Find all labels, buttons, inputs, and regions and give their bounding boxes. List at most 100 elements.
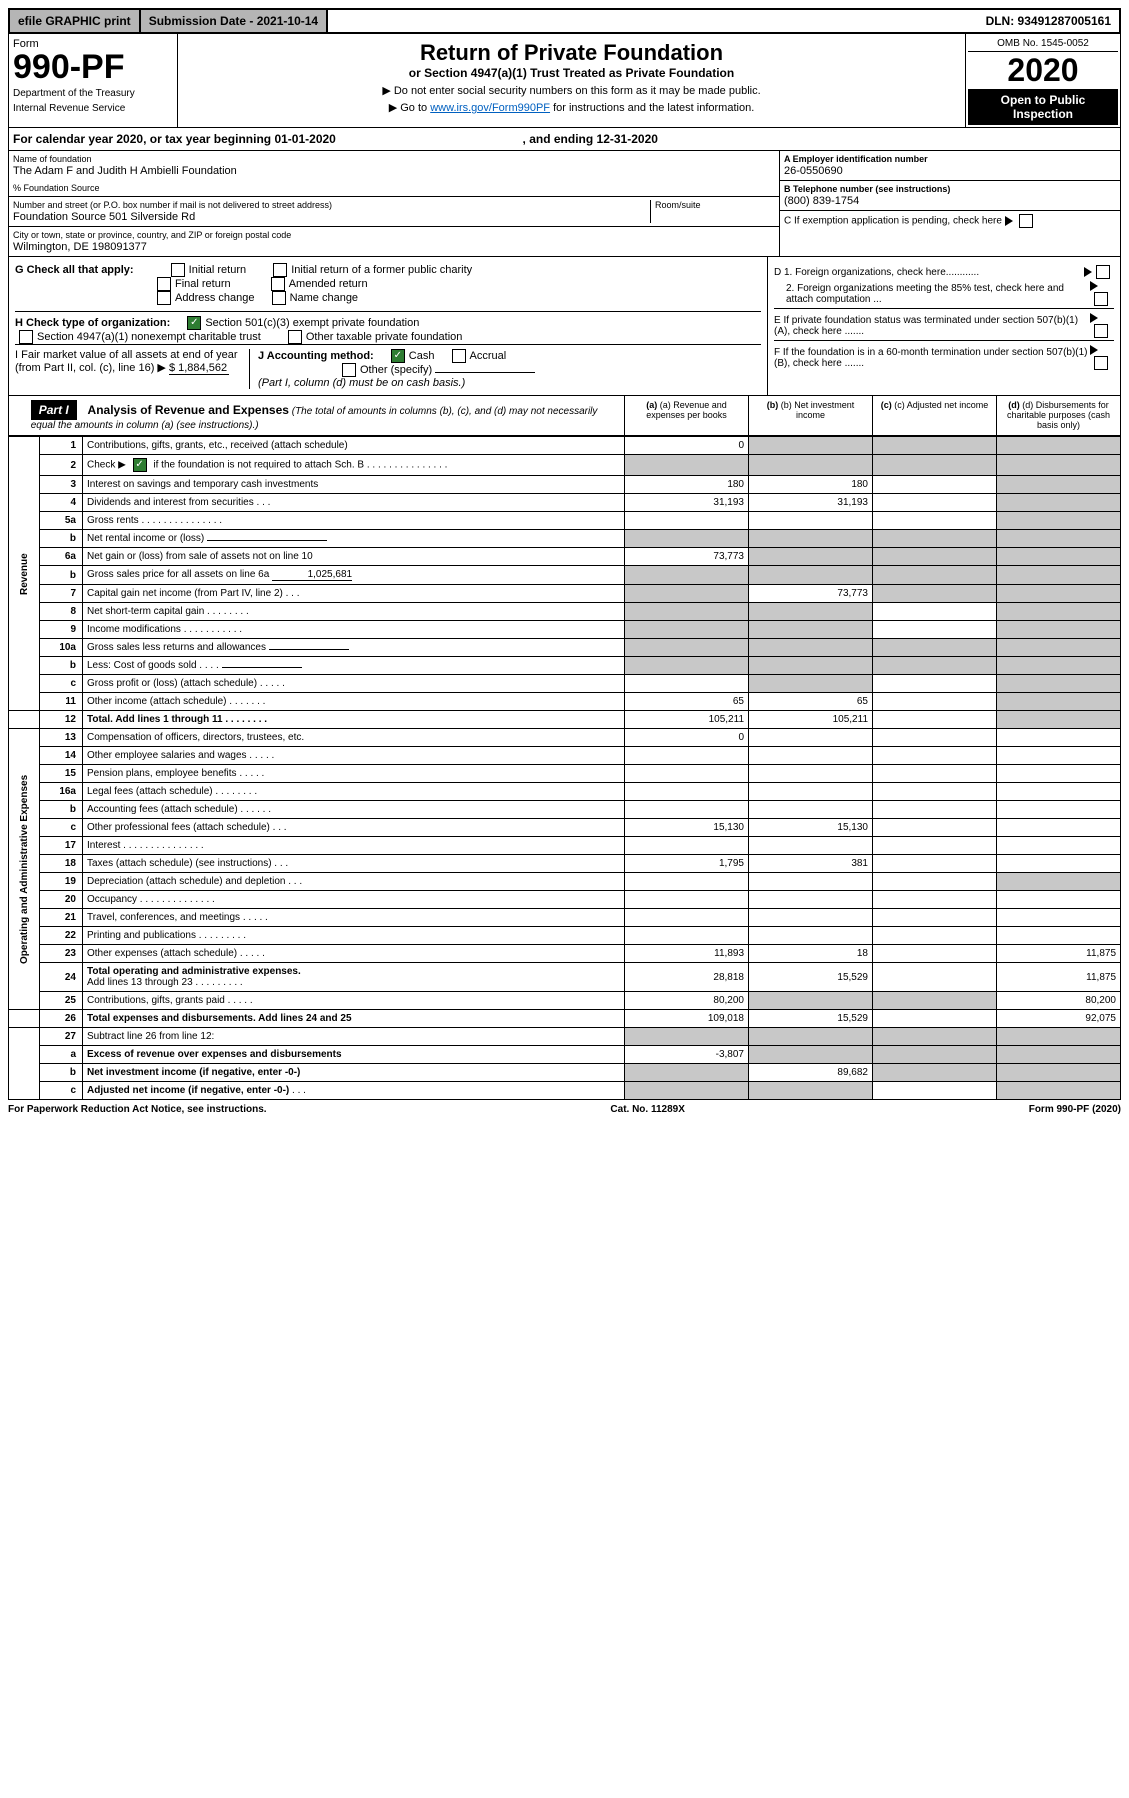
row-9: Income modifications — [87, 624, 181, 635]
h-label: H Check type of organization: — [15, 317, 170, 329]
r4-b: 31,193 — [749, 494, 873, 512]
city-state-zip: Wilmington, DE 198091377 — [13, 241, 775, 253]
row-16c: Other professional fees (attach schedule… — [87, 822, 270, 833]
r24-b: 15,529 — [749, 963, 873, 992]
row-10c: Gross profit or (loss) (attach schedule) — [87, 678, 257, 689]
g-name: Name change — [290, 292, 359, 304]
row-10a: Gross sales less returns and allowances — [87, 642, 266, 653]
row-5b: Net rental income or (loss) — [87, 533, 204, 544]
footer-left: For Paperwork Reduction Act Notice, see … — [8, 1104, 267, 1115]
h-501c3: Section 501(c)(3) exempt private foundat… — [205, 317, 419, 329]
d2-label: 2. Foreign organizations meeting the 85%… — [774, 283, 1090, 305]
efile-print-button[interactable]: efile GRAPHIC print — [10, 10, 141, 32]
r6b-val: 1,025,681 — [272, 569, 352, 581]
d2-checkbox[interactable] — [1094, 292, 1108, 306]
r23-d: 11,875 — [997, 945, 1121, 963]
part1-label: Part I — [31, 400, 77, 420]
h-other-checkbox[interactable] — [288, 330, 302, 344]
g-former-checkbox[interactable] — [273, 263, 287, 277]
row-26: Total expenses and disbursements. Add li… — [83, 1010, 625, 1028]
g-final-checkbox[interactable] — [157, 277, 171, 291]
foundation-info: Name of foundation The Adam F and Judith… — [8, 151, 1121, 257]
r11-b: 65 — [749, 693, 873, 711]
cal-begin: 01-01-2020 — [274, 132, 335, 146]
c-checkbox[interactable] — [1019, 214, 1033, 228]
j-cash-checkbox[interactable] — [391, 349, 405, 363]
row-27c: Adjusted net income (if negative, enter … — [87, 1085, 289, 1096]
row-19: Depreciation (attach schedule) and deple… — [87, 876, 285, 887]
r18-a: 1,795 — [625, 855, 749, 873]
row-21: Travel, conferences, and meetings — [87, 912, 240, 923]
row-22: Printing and publications — [87, 930, 196, 941]
col-d-head: (d) (d) Disbursements for charitable pur… — [997, 396, 1120, 435]
j-label: J Accounting method: — [258, 350, 374, 362]
i-value: $ 1,884,562 — [169, 362, 229, 375]
row-1: Contributions, gifts, grants, etc., rece… — [83, 437, 625, 455]
row-24s: Add lines 13 through 23 — [87, 977, 193, 988]
e-checkbox[interactable] — [1094, 324, 1108, 338]
r18-b: 381 — [749, 855, 873, 873]
row-17: Interest — [87, 840, 120, 851]
foundation-name: The Adam F and Judith H Ambielli Foundat… — [13, 165, 775, 177]
row-15: Pension plans, employee benefits — [87, 768, 237, 779]
col-c-head: (c) (c) Adjusted net income — [873, 396, 997, 435]
street-address: Foundation Source 501 Silverside Rd — [13, 211, 646, 223]
submission-date: Submission Date - 2021-10-14 — [141, 10, 328, 32]
h-501c3-checkbox[interactable] — [187, 316, 201, 330]
col-b-head: (b) (b) Net investment income — [749, 396, 873, 435]
arrow-icon — [1005, 216, 1013, 226]
f-checkbox[interactable] — [1094, 356, 1108, 370]
r12-b: 105,211 — [749, 711, 873, 729]
g-name-checkbox[interactable] — [272, 291, 286, 305]
r3-b: 180 — [749, 476, 873, 494]
phone-label: B Telephone number (see instructions) — [784, 184, 1116, 194]
j-accrual: Accrual — [470, 350, 507, 362]
r23-b: 18 — [749, 945, 873, 963]
arrow-icon — [1090, 281, 1098, 291]
h-4947-checkbox[interactable] — [19, 330, 33, 344]
dln-label: DLN: 93491287005161 — [978, 10, 1119, 32]
f-label: F If the foundation is in a 60-month ter… — [774, 347, 1090, 369]
r2-checkbox[interactable] — [133, 458, 147, 472]
j-cash: Cash — [409, 350, 435, 362]
cal-mid: , and ending — [523, 132, 597, 146]
c-label: C If exemption application is pending, c… — [784, 216, 1002, 227]
form-note2: ▶ Go to www.irs.gov/Form990PF for instru… — [184, 101, 959, 114]
g-address-checkbox[interactable] — [157, 291, 171, 305]
j-note: (Part I, column (d) must be on cash basi… — [258, 377, 465, 389]
g-former: Initial return of a former public charit… — [291, 264, 472, 276]
g-initial-checkbox[interactable] — [171, 263, 185, 277]
row-18: Taxes (attach schedule) (see instruction… — [87, 858, 272, 869]
calendar-year-row: For calendar year 2020, or tax year begi… — [8, 128, 1121, 151]
row-4: Dividends and interest from securities — [87, 497, 254, 508]
row-11: Other income (attach schedule) — [87, 696, 227, 707]
row-16a: Legal fees (attach schedule) — [87, 786, 213, 797]
h-other: Other taxable private foundation — [306, 331, 463, 343]
d1-checkbox[interactable] — [1096, 265, 1110, 279]
j-other: Other (specify) — [360, 364, 432, 376]
expenses-side-label: Operating and Administrative Expenses — [9, 729, 40, 1010]
j-other-checkbox[interactable] — [342, 363, 356, 377]
form-title: Return of Private Foundation — [184, 40, 959, 66]
row-25: Contributions, gifts, grants paid — [87, 995, 225, 1006]
g-amended-checkbox[interactable] — [271, 277, 285, 291]
r26-b: 15,529 — [749, 1010, 873, 1028]
r7-b: 73,773 — [749, 585, 873, 603]
row-5a: Gross rents — [87, 515, 139, 526]
r1-a: 0 — [625, 437, 749, 455]
phone-value: (800) 839-1754 — [784, 195, 1116, 207]
r12-a: 105,211 — [625, 711, 749, 729]
tax-year: 2020 — [968, 52, 1118, 89]
g-amended: Amended return — [289, 278, 368, 290]
cal-end: 12-31-2020 — [597, 132, 658, 146]
form-note1: ▶ Do not enter social security numbers o… — [184, 84, 959, 97]
r26-d: 92,075 — [997, 1010, 1121, 1028]
row-6a: Net gain or (loss) from sale of assets n… — [83, 548, 625, 566]
city-label: City or town, state or province, country… — [13, 230, 775, 240]
d1-label: D 1. Foreign organizations, check here..… — [774, 267, 979, 278]
g-initial: Initial return — [189, 264, 246, 276]
j-accrual-checkbox[interactable] — [452, 349, 466, 363]
page-footer: For Paperwork Reduction Act Notice, see … — [8, 1100, 1121, 1119]
h-4947: Section 4947(a)(1) nonexempt charitable … — [37, 331, 261, 343]
form990pf-link[interactable]: www.irs.gov/Form990PF — [430, 102, 550, 114]
